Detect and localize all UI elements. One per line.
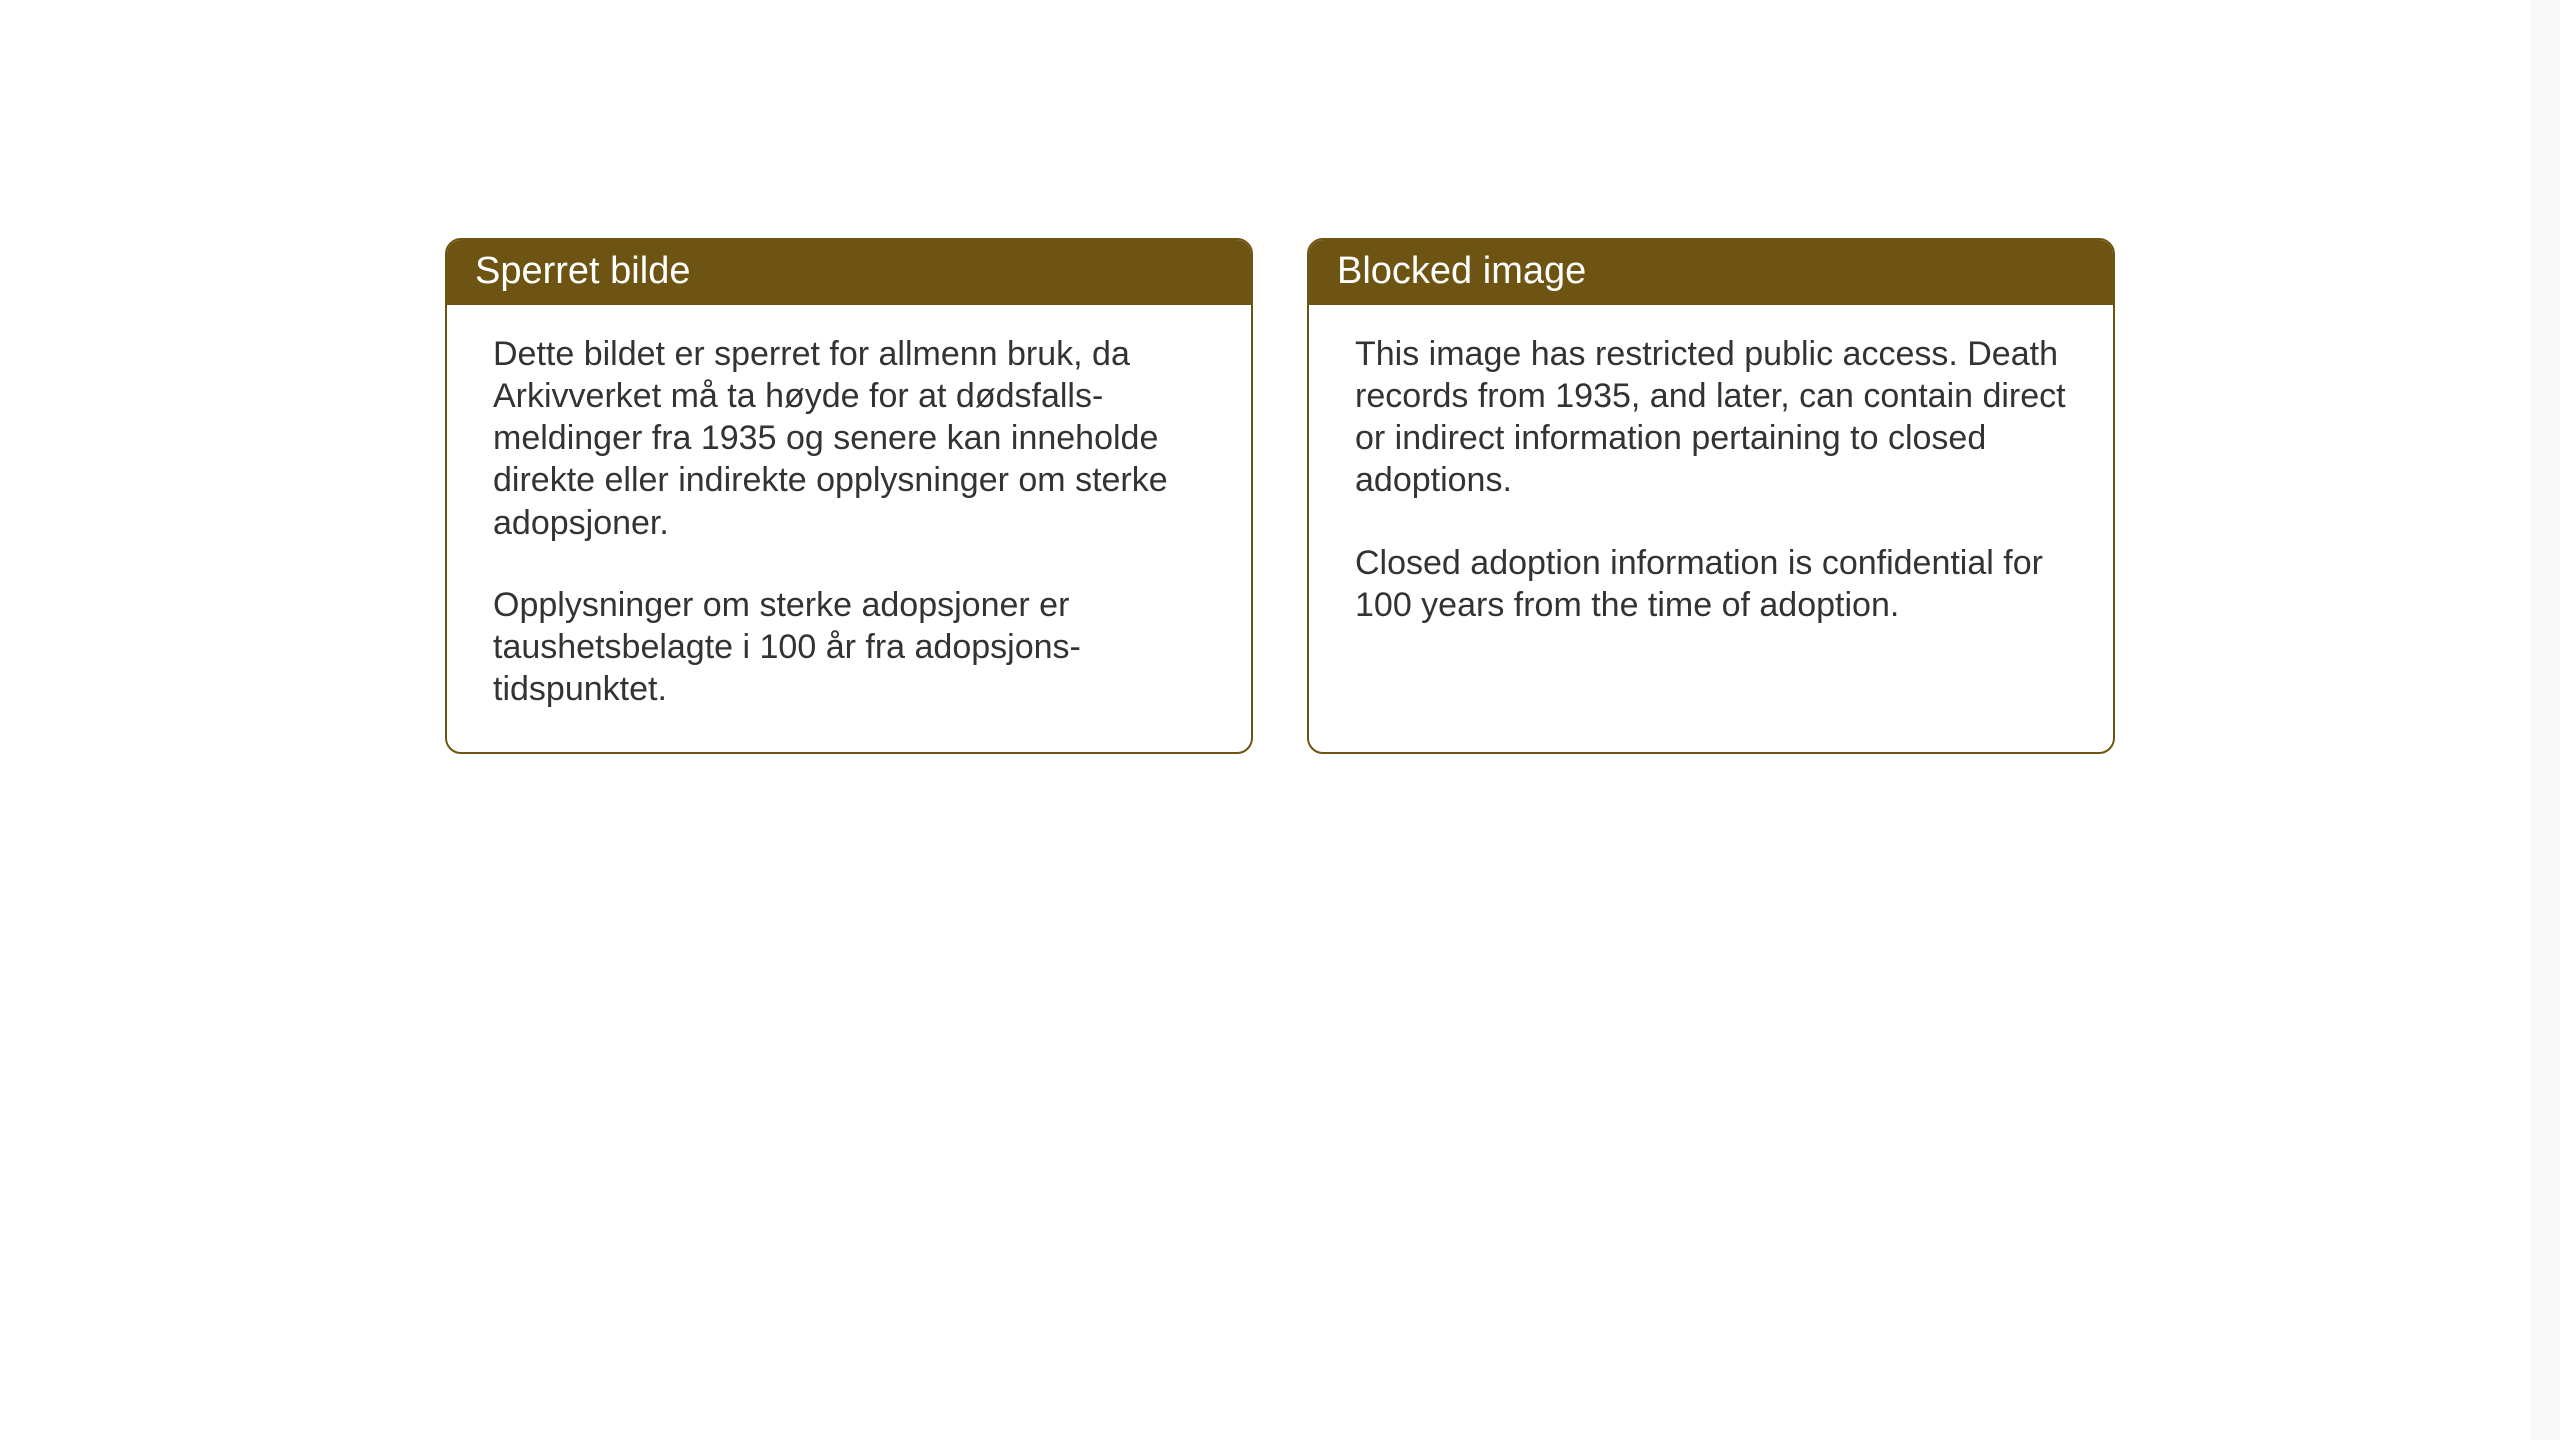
notice-header-english: Blocked image (1309, 240, 2113, 305)
notice-box-norwegian: Sperret bilde Dette bildet er sperret fo… (445, 238, 1253, 754)
notice-paragraph: Closed adoption information is confident… (1355, 542, 2071, 626)
notice-paragraph: Opplysninger om sterke adopsjoner er tau… (493, 584, 1209, 710)
notice-paragraph: Dette bildet er sperret for allmenn bruk… (493, 333, 1209, 544)
notice-header-norwegian: Sperret bilde (447, 240, 1251, 305)
notice-paragraph: This image has restricted public access.… (1355, 333, 2071, 502)
notice-container: Sperret bilde Dette bildet er sperret fo… (445, 238, 2115, 754)
notice-body-english: This image has restricted public access.… (1309, 305, 2113, 668)
notice-body-norwegian: Dette bildet er sperret for allmenn bruk… (447, 305, 1251, 752)
scrollbar-track[interactable] (2530, 0, 2560, 1440)
notice-box-english: Blocked image This image has restricted … (1307, 238, 2115, 754)
